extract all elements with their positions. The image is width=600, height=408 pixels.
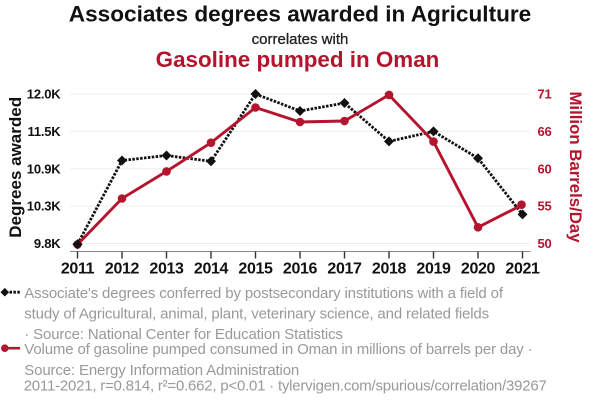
svg-text:2011: 2011	[61, 261, 95, 278]
svg-text:9.8K: 9.8K	[34, 236, 61, 251]
svg-text:11.5K: 11.5K	[28, 124, 62, 139]
svg-text:Source: Energy Information Adm: Source: Energy Information Administratio…	[24, 362, 299, 379]
svg-text:Associates degrees awarded in: Associates degrees awarded in Agricultur…	[69, 1, 532, 26]
svg-text:2018: 2018	[372, 261, 407, 278]
svg-text:66: 66	[538, 124, 552, 139]
svg-text:2015: 2015	[238, 261, 273, 278]
svg-text:Degrees awarded: Degrees awarded	[6, 97, 25, 238]
svg-text:71: 71	[538, 87, 552, 102]
svg-text:2016: 2016	[283, 261, 318, 278]
svg-text:Associate's degrees conferred: Associate's degrees conferred by postsec…	[24, 285, 504, 302]
svg-text:2017: 2017	[327, 261, 362, 278]
svg-text:2019: 2019	[416, 261, 451, 278]
svg-text:2013: 2013	[149, 261, 184, 278]
svg-text:2012: 2012	[105, 261, 140, 278]
svg-text:12.0K: 12.0K	[27, 87, 62, 102]
svg-text:Gasoline pumped in Oman: Gasoline pumped in Oman	[156, 47, 440, 72]
svg-text:50: 50	[538, 236, 552, 251]
svg-text:· Source: National Center for: · Source: National Center for Education …	[24, 326, 343, 343]
svg-text:2021: 2021	[505, 261, 540, 278]
svg-text:study of Agricultural, animal,: study of Agricultural, animal, plant, ve…	[24, 306, 489, 323]
svg-text:Volume of gasoline pumped cons: Volume of gasoline pumped consumed in Om…	[24, 341, 532, 358]
svg-text:60: 60	[538, 161, 552, 176]
svg-text:10.3K: 10.3K	[27, 199, 62, 214]
svg-text:2014: 2014	[194, 261, 229, 278]
svg-text:55: 55	[538, 199, 552, 214]
svg-text:Million Barrels/Day: Million Barrels/Day	[566, 91, 585, 243]
svg-text:10.9K: 10.9K	[27, 161, 62, 176]
svg-text:2011-2021, r=0.814, r²=0.662,: 2011-2021, r=0.814, r²=0.662, p<0.01 · t…	[24, 378, 547, 395]
svg-text:correlates with: correlates with	[252, 31, 349, 48]
svg-text:2020: 2020	[461, 261, 496, 278]
